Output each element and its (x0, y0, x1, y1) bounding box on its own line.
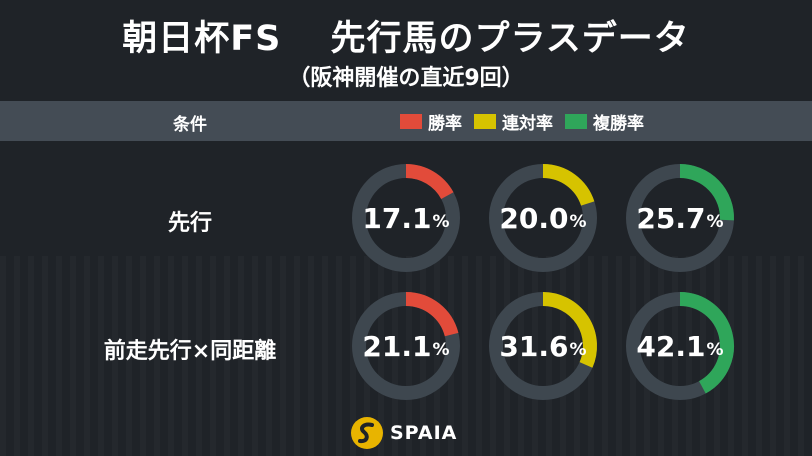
legend-swatch-win (400, 114, 422, 129)
spaia-logo-icon (351, 417, 383, 449)
donut-svg (489, 292, 597, 400)
page-subtitle: （阪神開催の直近9回） (288, 66, 524, 91)
donut-value: 25.7% (622, 160, 738, 276)
donut-value: 21.1% (348, 288, 464, 404)
donut-value-unit: % (569, 340, 587, 360)
donut-arc (679, 292, 734, 394)
donut-prev-win: 21.1% (348, 288, 464, 404)
donut-arc (405, 164, 454, 200)
donut-svg (352, 292, 460, 400)
donut-arc (679, 164, 734, 221)
donut-value-number: 31.6 (499, 329, 569, 363)
legend: 勝率 連対率 複勝率 (400, 109, 644, 134)
spaia-logo: SPAIA (350, 416, 457, 450)
donut-value-number: 42.1 (636, 329, 706, 363)
legend-swatch-top3 (565, 114, 587, 129)
donut-svg (352, 164, 460, 272)
donut-value-unit: % (432, 212, 450, 232)
legend-item-win: 勝率 (400, 109, 462, 134)
donut-value-unit: % (432, 340, 450, 360)
donut-svg (626, 292, 734, 400)
page-title: 朝日杯FS 先行馬のプラスデータ (122, 19, 690, 59)
legend-label-top3: 複勝率 (593, 114, 644, 134)
donut-value-number: 25.7 (636, 201, 706, 235)
donut-value-unit: % (706, 212, 724, 232)
donut-value: 17.1% (348, 160, 464, 276)
donut-prev-top3: 42.1% (622, 288, 738, 404)
donut-value-number: 17.1 (362, 201, 432, 235)
donut-value-unit: % (569, 212, 587, 232)
row-label-prev-senko-same-distance: 前走先行×同距離 (103, 339, 277, 364)
donut-value-number: 20.0 (499, 201, 569, 235)
donut-svg (626, 164, 734, 272)
donut-senko-win: 17.1% (348, 160, 464, 276)
donut-senko-top2: 20.0% (485, 160, 601, 276)
legend-item-top3: 複勝率 (565, 109, 644, 134)
legend-swatch-top2 (474, 114, 496, 129)
donut-arc (542, 164, 595, 206)
row-label-senko: 先行 (167, 211, 212, 236)
donut-svg (489, 164, 597, 272)
condition-column-header: 条件 (173, 115, 207, 135)
legend-item-top2: 連対率 (474, 109, 553, 134)
donut-value-number: 21.1 (362, 329, 432, 363)
donut-value: 42.1% (622, 288, 738, 404)
logo-text: SPAIA (390, 422, 458, 444)
donut-value: 31.6% (485, 288, 601, 404)
donut-value: 20.0% (485, 160, 601, 276)
legend-label-win: 勝率 (428, 114, 462, 134)
donut-senko-top3: 25.7% (622, 160, 738, 276)
legend-label-top2: 連対率 (502, 114, 553, 134)
donut-value-unit: % (706, 340, 724, 360)
donut-arc (405, 292, 459, 337)
donut-prev-top2: 31.6% (485, 288, 601, 404)
donut-arc (542, 292, 597, 368)
